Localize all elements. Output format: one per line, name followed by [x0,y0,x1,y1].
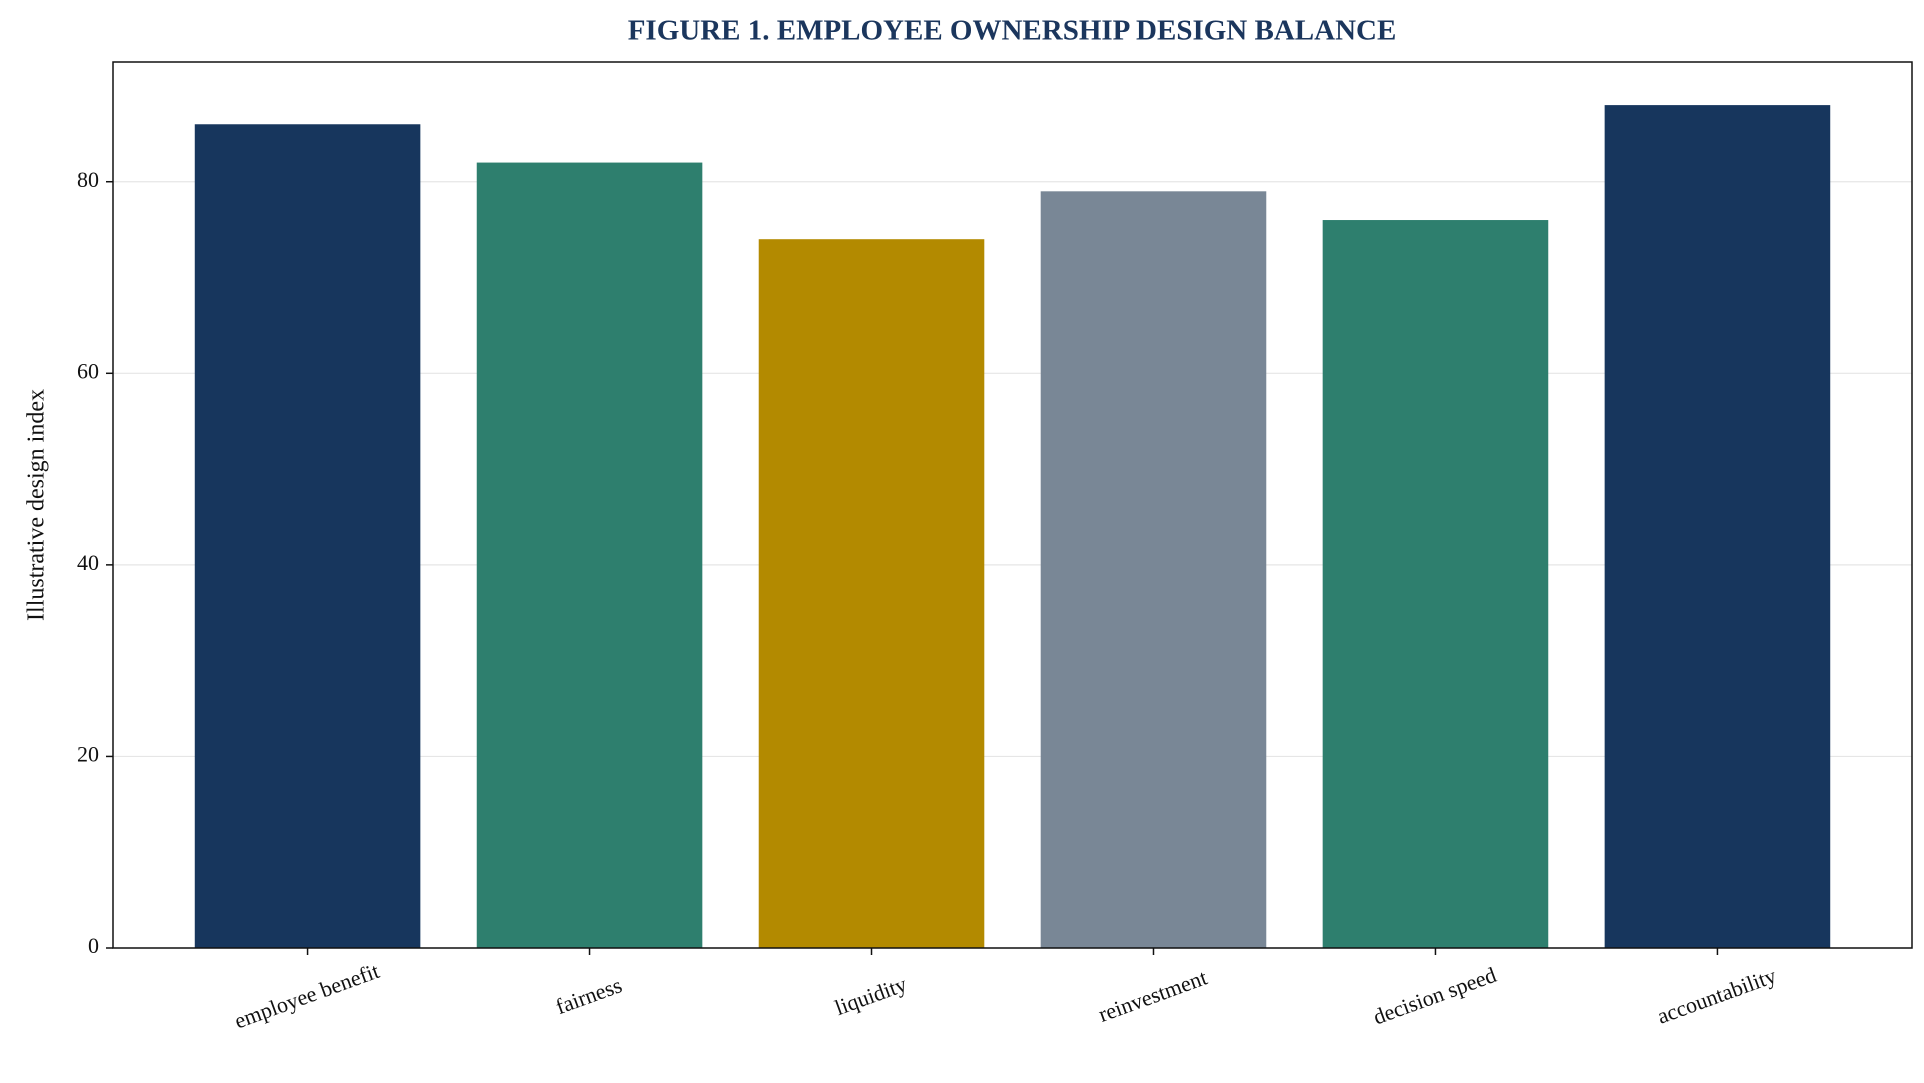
y-tick-label: 0 [88,933,99,958]
x-tick-label: reinvestment [1095,965,1210,1027]
y-tick-label: 60 [77,358,99,383]
x-tick-label: liquidity [831,971,910,1020]
x-tick-label: accountability [1654,963,1780,1029]
chart-title: FIGURE 1. EMPLOYEE OWNERSHIP DESIGN BALA… [628,15,1397,47]
x-tick-label: employee benefit [231,958,382,1034]
y-tick-label: 80 [77,167,99,192]
y-tick-label: 40 [77,550,99,575]
bar [1604,105,1831,948]
bar [476,162,703,948]
bar [758,239,985,948]
x-tick-label: fairness [552,972,625,1019]
bar [1322,220,1549,949]
x-tick-label: decision speed [1370,962,1500,1030]
bar [1040,191,1267,948]
plot-frame [112,61,1913,949]
bar [194,124,421,948]
y-tick-label: 20 [77,741,99,766]
y-axis-label: Illustrative design index [24,389,50,621]
